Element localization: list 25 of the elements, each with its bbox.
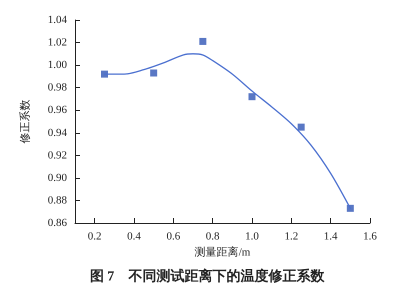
x-tick-label: 1.6 [363, 230, 378, 242]
x-tick-label: 1.4 [324, 230, 338, 242]
x-axis-title: 测量距离/m [194, 245, 251, 258]
point [248, 93, 256, 100]
x-tick-label: 1.2 [284, 230, 298, 242]
y-tick-label: 1.00 [48, 59, 68, 72]
x-tick-label: 0.6 [166, 230, 181, 242]
y-tick-label: 0.98 [48, 82, 68, 94]
y-tick-label: 0.88 [48, 194, 68, 206]
y-tick-label: 0.92 [48, 149, 67, 162]
x-tick-label: 0.8 [206, 230, 220, 242]
y-tick-label: 0.90 [48, 172, 68, 184]
y-tick-label: 0.94 [48, 126, 68, 139]
y-tick-label: 0.96 [48, 104, 68, 116]
y-tick-label: 1.02 [48, 36, 67, 49]
x-tick-label: 0.4 [127, 230, 142, 242]
y-axis-title: 修正系数 [18, 100, 32, 144]
x-tick-label: 0.2 [88, 230, 102, 242]
point [298, 124, 305, 131]
y-tick-label: 0.86 [48, 217, 68, 229]
x-tick-label: 1.0 [245, 230, 260, 242]
text: 图 7 不同测试距离下的温度修正系数 [90, 268, 326, 284]
point [150, 70, 158, 77]
point [199, 38, 206, 45]
y-tick-label: 1.04 [48, 14, 68, 26]
